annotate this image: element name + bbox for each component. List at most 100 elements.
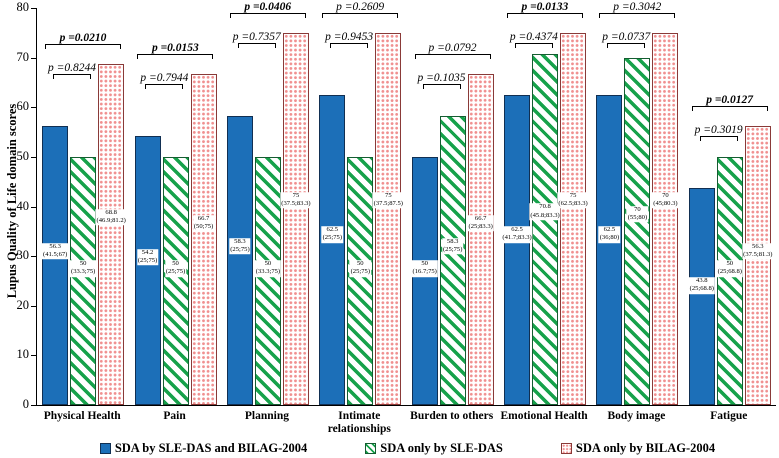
bar-value-label: 50 (16.7;75) <box>411 260 438 277</box>
legend-label: SDA only by BILAG-2004 <box>575 441 716 455</box>
y-tick-mark <box>31 107 36 109</box>
p-value-bracket-outer: p =0.0127 <box>691 94 768 111</box>
p-value-bracket-inner: p =0.9453 <box>325 31 373 48</box>
bar-sda-both: 62.5 (41.7;83.3) <box>501 94 533 405</box>
bar-sda-both: 58.3 (25;75) <box>226 115 253 405</box>
median-value: 56.3 <box>752 243 764 251</box>
bar-row: 62.5 (36;80) 70 (55;80) 70 (45;80.3) <box>591 8 683 405</box>
median-value: 70 <box>634 205 641 213</box>
median-value: 70 <box>662 192 669 200</box>
iqr-value: (25;75) <box>442 245 463 253</box>
p-value-text-outer: p =0.0133 <box>521 0 569 13</box>
bar-value-label: 50 (33.3;75) <box>254 260 282 277</box>
median-value: 66.7 <box>197 214 210 222</box>
y-tick-label: 10 <box>16 347 30 362</box>
p-value-text-outer: p =0.0127 <box>706 93 754 106</box>
bar-group: 62.5 (41.7;83.3) 70.8 (45.8;83.3) 75 (62.5;83… <box>499 1 591 405</box>
bar-value-label: 50 (25;68.8) <box>716 260 743 277</box>
bar-sda-sledas-only: 70 (55;80) <box>624 57 651 405</box>
iqr-value: (62.5;83.3) <box>558 200 588 208</box>
median-value: 58.3 <box>446 237 459 245</box>
bar-value-label: 50 (33.3;75) <box>70 260 97 277</box>
p-value-text-inner: p =0.4374 <box>509 30 558 43</box>
p-value-bracket-outer: p =0.3042 <box>599 1 676 18</box>
p-value-text-inner: p =0.7357 <box>232 30 281 43</box>
p-value-bracket-inner: p =0.0737 <box>602 31 650 48</box>
bar-group: 56.3 (41.5;67) 50 (33.3;75) 68.8 (46.9;81.2) p… <box>37 8 129 405</box>
p-value-bracket-outer: p =0.0133 <box>506 1 583 18</box>
bar-value-label: 75 (62.5;83.3) <box>557 192 589 209</box>
y-tick-mark <box>31 156 36 158</box>
x-axis-labels: Physical Health Pain Planning Intimate rela… <box>36 410 775 436</box>
median-value: 62.5 <box>326 226 339 234</box>
bar-sda-bilag-only: 66.7 (50;75) <box>190 74 217 405</box>
bar-sda-both: 62.5 (25;75) <box>319 94 346 405</box>
p-value-text-inner: p =0.9453 <box>325 30 374 43</box>
bar-value-label: 56.3 (41.5;67) <box>42 243 69 260</box>
median-value: 50 <box>264 260 272 268</box>
y-tick-label: 20 <box>16 297 30 312</box>
bar-row: 43.8 (25;68.8) 50 (25;68.8) 56.3 (37.5;81.3) <box>684 8 776 405</box>
legend-item: SDA by SLE-DAS and BILAG-2004 <box>99 441 307 456</box>
median-value: 75 <box>569 192 577 200</box>
category-label: Physical Health <box>43 410 121 422</box>
category-label: Emotional Health <box>500 410 588 422</box>
y-tick-mark <box>31 206 36 208</box>
iqr-value: (25;75) <box>137 257 158 265</box>
median-value: 75 <box>292 192 300 200</box>
bar-sda-sledas-only: 50 (25;68.8) <box>716 156 743 405</box>
bar-sda-sledas-only: 50 (25;75) <box>162 156 189 405</box>
bar-value-label: 75 (37.5;87.5) <box>372 192 404 209</box>
p-value-text-inner: p =0.8244 <box>47 61 97 74</box>
category-label: Fatigue <box>710 410 748 422</box>
bar-sda-bilag-only: 66.7 (25;83.3) <box>467 74 494 405</box>
category-label: Planning <box>244 410 289 422</box>
iqr-value: (25;75) <box>230 245 250 253</box>
bar-value-label: 66.7 (25;83.3) <box>467 214 494 232</box>
median-value: 50 <box>172 260 179 268</box>
legend-swatch-green <box>365 443 377 454</box>
p-value-bracket-inner: p =0.3019 <box>695 124 743 141</box>
bar-sda-both: 54.2 (25;75) <box>134 136 161 405</box>
bar-sda-both: 56.3 (41.5;67) <box>42 125 69 405</box>
p-value-text-outer: p =0.0792 <box>428 42 477 55</box>
bar-sda-bilag-only: 70 (45;80.3) <box>652 32 679 405</box>
bar-value-label: 62.5 (25;75) <box>321 226 344 243</box>
y-tick-mark <box>31 355 36 357</box>
bar-row: 62.5 (25;75) 50 (25;75) 75 (37.5;87.5) <box>314 8 406 405</box>
median-value: 68.8 <box>105 209 117 217</box>
y-tick-label: 80 <box>16 0 30 14</box>
bar-value-label: 62.5 (36;80) <box>598 226 621 243</box>
y-tick-label: 30 <box>16 248 30 263</box>
legend-label: SDA only by SLE-DAS <box>380 441 503 455</box>
median-value: 43.8 <box>696 277 708 285</box>
median-value: 70.8 <box>539 203 551 211</box>
median-value: 50 <box>357 260 364 268</box>
bar-row: 50 (16.7;75) 58.3 (25;75) 66.7 (25;83.3) <box>407 8 499 405</box>
bar-group: 54.2 (25;75) 50 (25;75) 66.7 (50;75) p =0.7944… <box>129 8 221 405</box>
bar-value-label: 50 (25;75) <box>164 260 187 277</box>
bar-group: 62.5 (36;80) 70 (55;80) 70 (45;80.3) p =0.0737… <box>591 1 683 405</box>
category-label: Body image <box>607 410 666 422</box>
legend-item: SDA only by BILAG-2004 <box>560 441 716 456</box>
bar-sda-both: 50 (16.7;75) <box>411 156 438 405</box>
legend-item: SDA only by SLE-DAS <box>365 441 503 456</box>
iqr-value: (46.9;81.2) <box>96 217 126 225</box>
iqr-value: (33.3;75) <box>71 268 96 276</box>
p-value-bracket-inner: p =0.7944 <box>140 72 188 89</box>
bar-value-label: 62.5 (41.7;83.3) <box>501 226 533 243</box>
p-value-text-outer: p =0.2609 <box>336 0 385 13</box>
p-value-text-outer: p =0.0153 <box>151 42 199 55</box>
bar-row: 54.2 (25;75) 50 (25;75) 66.7 (50;75) <box>129 8 221 405</box>
bar-group: 50 (16.7;75) 58.3 (25;75) 66.7 (25;83.3) p =0.… <box>407 8 499 405</box>
legend: SDA by SLE-DAS and BILAG-2004 SDA only by… <box>36 441 779 456</box>
iqr-value: (25;75) <box>350 268 371 276</box>
p-value-bracket-outer: p =0.0792 <box>414 42 491 60</box>
category-label: Burden to others <box>410 410 494 422</box>
bar-value-label: 70 (55;80) <box>626 205 649 223</box>
y-tick-mark <box>31 305 36 307</box>
bar-group: 43.8 (25;68.8) 50 (25;68.8) 56.3 (37.5;81.3) p… <box>684 8 776 405</box>
y-tick-mark <box>31 8 36 9</box>
legend-swatch-blue <box>99 443 111 454</box>
